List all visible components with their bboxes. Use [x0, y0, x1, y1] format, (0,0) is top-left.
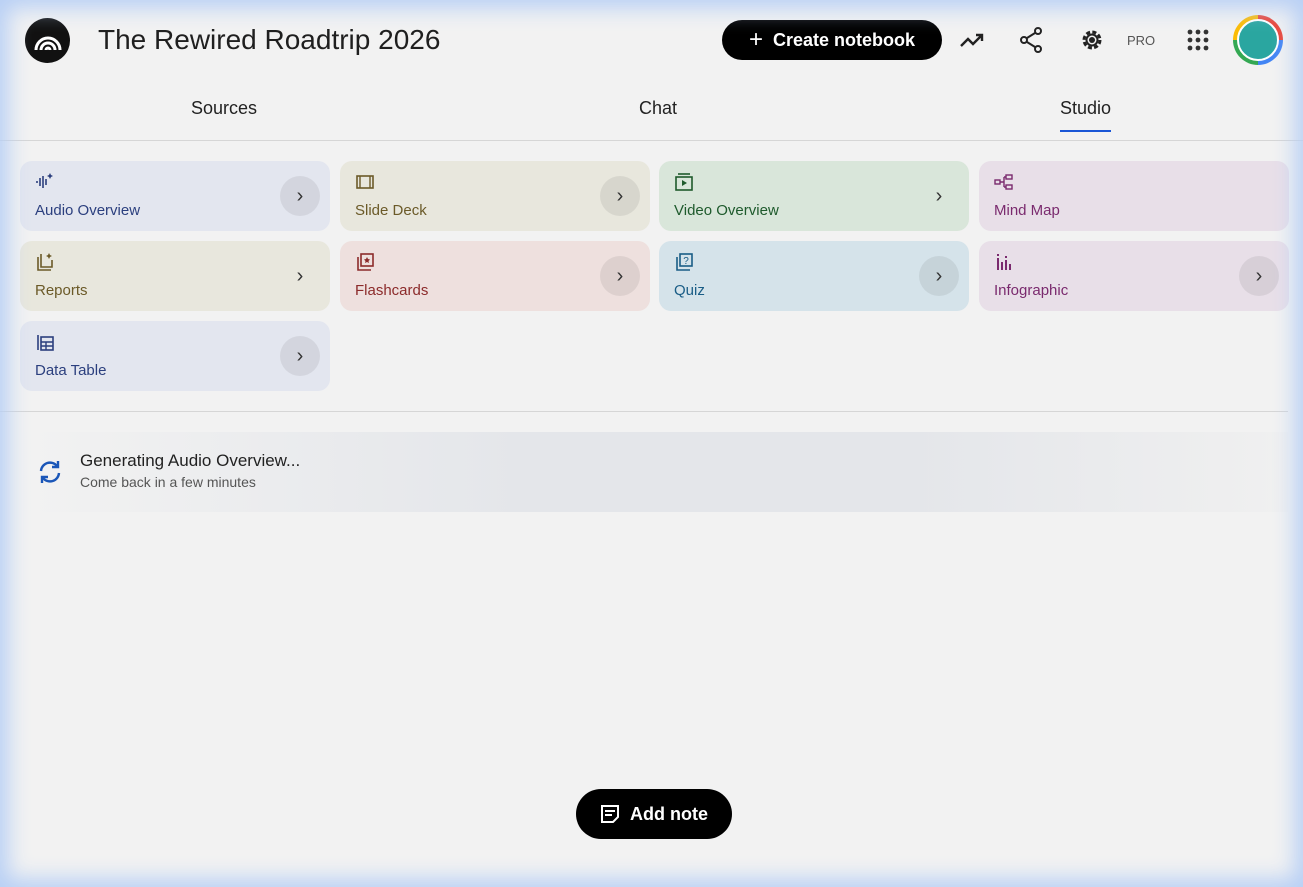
- studio-card-label: Reports: [35, 282, 88, 299]
- slides-icon: [356, 175, 374, 189]
- studio-card-label: Mind Map: [994, 202, 1060, 219]
- panel-tabs: Sources Chat Studio: [0, 84, 1303, 141]
- studio-card-label: Audio Overview: [35, 202, 141, 219]
- reports-chevron-right-icon[interactable]: ›: [296, 264, 304, 287]
- quiz-chevron-right-icon[interactable]: ›: [919, 256, 959, 296]
- create-notebook-button[interactable]: + Create notebook: [722, 20, 942, 60]
- divider: [0, 411, 1288, 412]
- apps-grid-icon[interactable]: [1184, 26, 1212, 54]
- slide-deck-chevron-right-icon[interactable]: ›: [600, 176, 640, 216]
- video-overview-chevron-right-icon[interactable]: ›: [935, 184, 943, 207]
- studio-card-infographic[interactable]: Infographic ›: [979, 241, 1289, 311]
- pro-badge: PRO: [1127, 33, 1156, 48]
- quiz-icon: ?: [676, 253, 693, 271]
- studio-card-label: Flashcards: [355, 282, 429, 299]
- data-table-icon: [37, 335, 54, 351]
- tab-studio[interactable]: Studio: [1060, 98, 1112, 132]
- studio-card-audio-overview[interactable]: Audio Overview ›: [20, 161, 330, 231]
- studio-card-label: Quiz: [674, 282, 705, 299]
- sync-spinner-icon: [37, 460, 63, 489]
- studio-card-video-overview[interactable]: Video Overview ›: [659, 161, 969, 231]
- studio-card-reports[interactable]: Reports ›: [20, 241, 330, 311]
- infographic-chevron-right-icon[interactable]: ›: [1239, 256, 1279, 296]
- tab-sources[interactable]: Sources: [191, 98, 258, 118]
- user-avatar[interactable]: [1233, 15, 1283, 65]
- flashcards-icon: [357, 253, 374, 271]
- reports-icon: [37, 253, 53, 271]
- studio-card-mind-map[interactable]: Mind Map: [979, 161, 1289, 231]
- add-note-button[interactable]: Add note: [576, 789, 732, 839]
- studio-card-flashcards[interactable]: Flashcards ›: [340, 241, 650, 311]
- video-icon: [675, 173, 693, 191]
- generating-title: Generating Audio Overview...: [80, 451, 301, 470]
- tab-chat[interactable]: Chat: [639, 98, 678, 118]
- generating-subtitle: Come back in a few minutes: [80, 474, 256, 490]
- analytics-trend-icon[interactable]: [958, 26, 986, 54]
- audio-overview-chevron-right-icon[interactable]: ›: [280, 176, 320, 216]
- infographic-icon: [997, 254, 1011, 270]
- svg-text:?: ?: [683, 256, 689, 267]
- audio-waveform-sparkle-icon: [36, 173, 53, 188]
- data-table-chevron-right-icon[interactable]: ›: [280, 336, 320, 376]
- studio-card-label: Infographic: [994, 282, 1069, 299]
- create-notebook-label: Create notebook: [772, 29, 916, 50]
- header: The Rewired Roadtrip 2026 + Create notebo…: [0, 0, 1303, 82]
- generating-audio-overview-item: Generating Audio Overview... Come back i…: [20, 432, 1288, 512]
- flashcards-chevron-right-icon[interactable]: ›: [600, 256, 640, 296]
- share-icon[interactable]: [1017, 26, 1045, 54]
- settings-gear-icon[interactable]: [1078, 26, 1106, 54]
- studio-card-label: Video Overview: [674, 202, 779, 219]
- studio-card-label: Data Table: [35, 362, 107, 379]
- studio-card-label: Slide Deck: [355, 202, 427, 219]
- note-icon: [601, 805, 619, 823]
- plus-icon: +: [748, 26, 763, 53]
- studio-card-slide-deck[interactable]: Slide Deck ›: [340, 161, 650, 231]
- add-note-label: Add note: [630, 803, 708, 824]
- studio-card-data-table[interactable]: Data Table ›: [20, 321, 330, 391]
- studio-card-quiz[interactable]: ? Quiz ›: [659, 241, 969, 311]
- mind-map-icon: [994, 174, 1013, 190]
- notebooklm-logo[interactable]: [25, 18, 70, 63]
- notebook-title[interactable]: The Rewired Roadtrip 2026: [98, 24, 441, 55]
- robot-avatar-image: [1237, 19, 1279, 61]
